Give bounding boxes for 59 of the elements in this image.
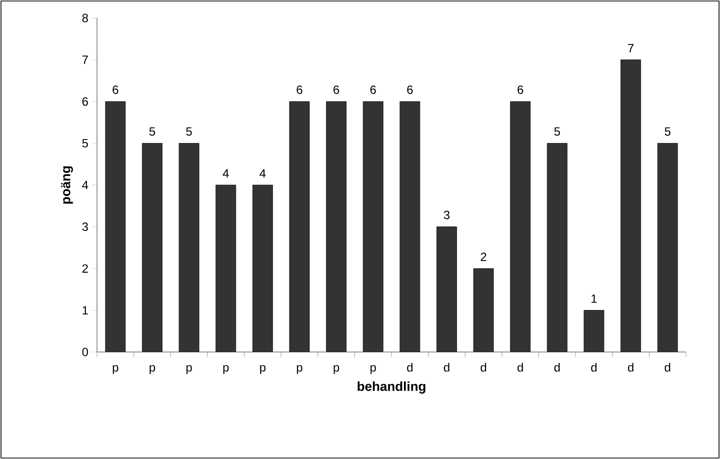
bar	[142, 143, 162, 352]
bar	[547, 143, 568, 352]
x-tick-label: p	[150, 365, 156, 374]
y-tick-label: 1	[82, 306, 88, 314]
data-label: 4	[260, 169, 266, 178]
x-tick-label: d	[444, 362, 450, 372]
bar	[474, 268, 494, 352]
data-label: 5	[186, 127, 192, 136]
x-tick-label: p	[296, 365, 302, 374]
x-tick-label: d	[480, 362, 486, 372]
data-label: 6	[407, 85, 413, 94]
y-tick-label: 2	[82, 264, 88, 273]
bar	[400, 102, 420, 352]
bar	[363, 102, 384, 352]
x-axis-title: behandling	[358, 381, 426, 394]
bar	[252, 185, 273, 352]
bar	[105, 102, 126, 352]
data-label: 7	[628, 44, 634, 52]
y-tick-label: 8	[82, 14, 88, 22]
data-label: 4	[222, 169, 229, 178]
data-label: 5	[554, 127, 560, 136]
data-label: 2	[480, 252, 486, 261]
data-label: 6	[334, 85, 340, 94]
x-tick-label: p	[334, 365, 340, 374]
bar	[216, 185, 236, 352]
bar	[584, 310, 604, 352]
bar	[179, 143, 200, 352]
y-tick-label: 4	[82, 180, 88, 190]
bar	[436, 226, 457, 352]
data-label: 5	[149, 127, 156, 136]
bar	[510, 102, 530, 352]
x-tick-label: p	[223, 365, 229, 374]
x-tick-label: p	[112, 365, 118, 374]
x-tick-label: d	[628, 362, 634, 372]
x-tick-label: d	[554, 362, 560, 372]
y-tick-label: 0	[82, 348, 88, 356]
y-tick-label: 6	[82, 97, 88, 106]
data-label: 6	[518, 85, 524, 94]
x-tick-label: d	[407, 362, 412, 372]
bar	[657, 143, 678, 352]
y-tick-label: 5	[82, 139, 88, 148]
data-label: 6	[112, 85, 118, 94]
data-label: 5	[664, 127, 670, 136]
x-tick-label: p	[260, 365, 266, 374]
data-label: 6	[296, 85, 302, 94]
bar	[289, 102, 310, 352]
x-tick-label: d	[518, 362, 523, 372]
data-label: 1	[592, 294, 597, 303]
data-label: 3	[444, 210, 450, 220]
y-tick-label: 3	[82, 222, 88, 231]
bar	[620, 60, 641, 352]
x-tick-label: p	[370, 365, 376, 374]
data-label: 6	[370, 85, 376, 94]
x-tick-label: p	[186, 365, 192, 374]
x-tick-label: d	[664, 362, 670, 372]
bar	[326, 102, 346, 352]
x-tick-label: d	[591, 362, 597, 372]
y-tick-label: 7	[82, 56, 88, 64]
y-axis-title: poäng	[61, 166, 73, 204]
